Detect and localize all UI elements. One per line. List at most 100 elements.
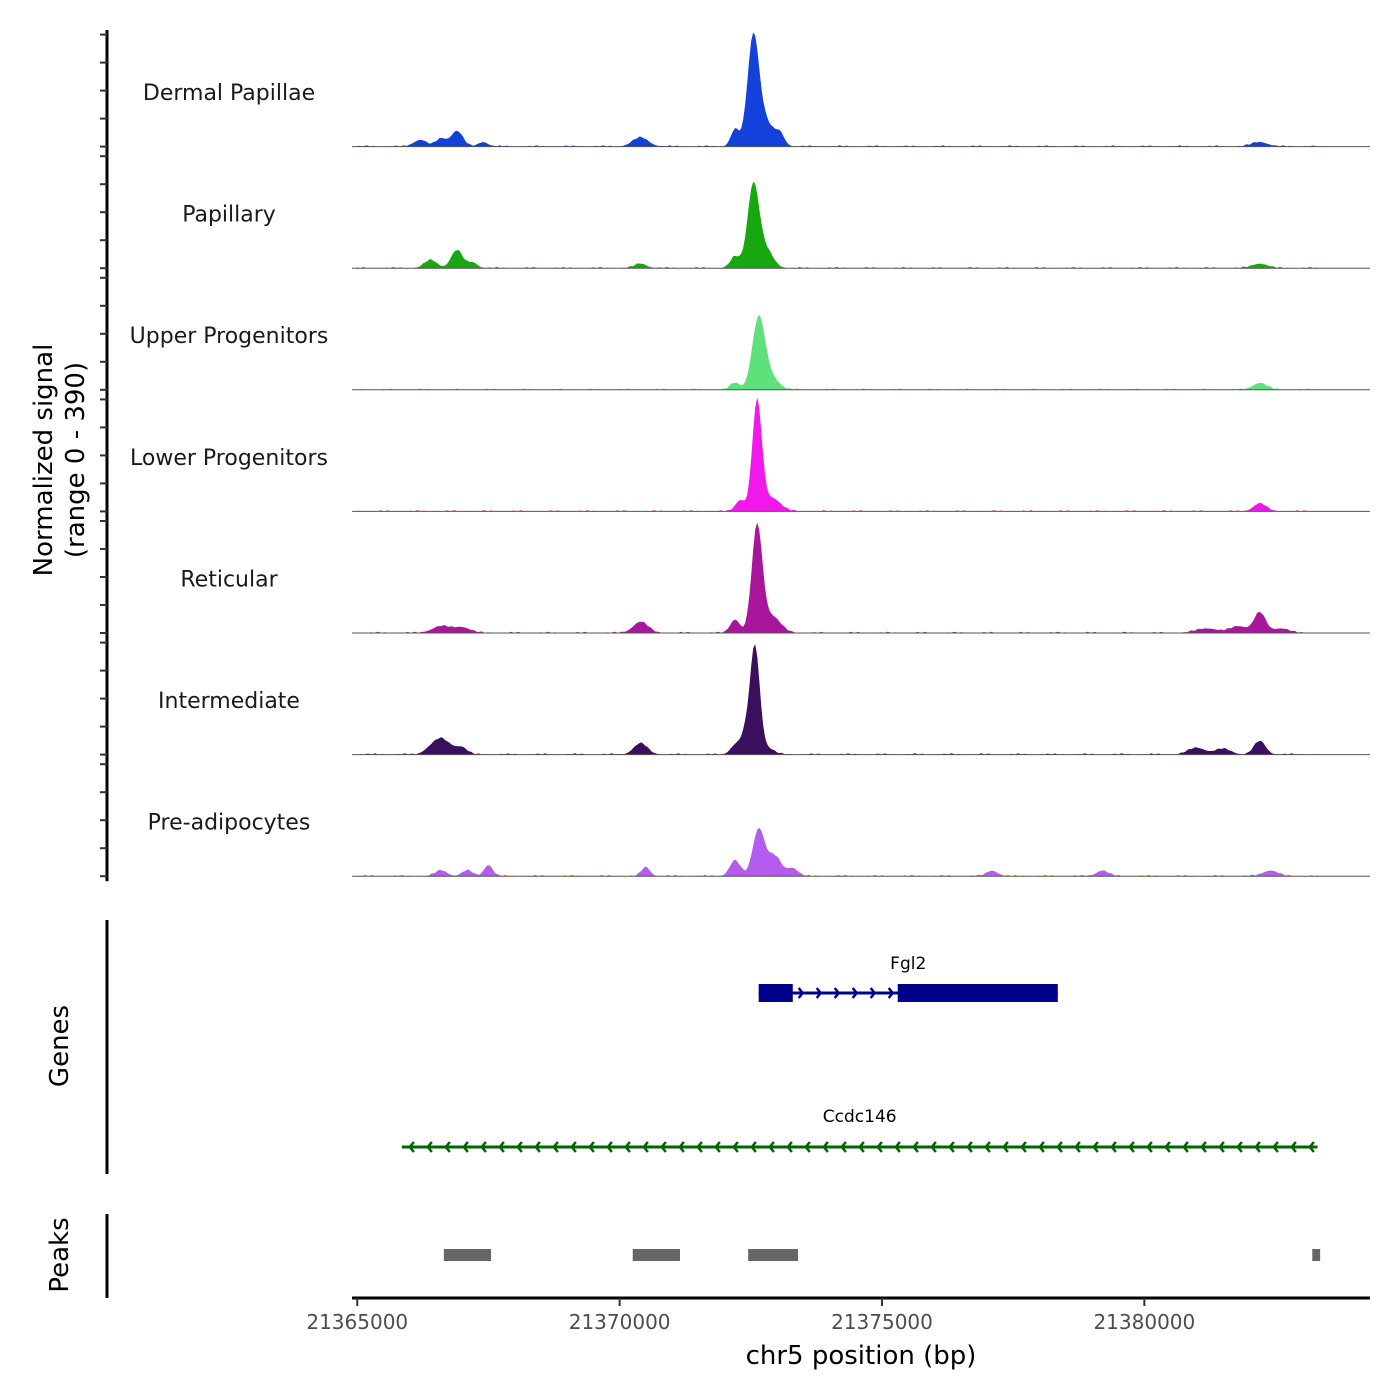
track-label-intermediate: Intermediate (158, 689, 300, 714)
track-papillary: Papillary (182, 181, 1370, 269)
strand-arrow (887, 987, 895, 999)
signal-axis-title: Normalized signal (range 0 - 390) (29, 344, 91, 577)
strand-arrow (840, 1141, 847, 1153)
strand-arrow (516, 1141, 523, 1153)
strand-arrow (570, 1141, 577, 1153)
coverage-area-lower-progenitors (357, 397, 1318, 512)
strand-arrow (1182, 1141, 1189, 1153)
genes-track: Fgl2 Ccdc146 (401, 954, 1318, 1153)
x-axis-title: chr5 position (bp) (746, 1341, 977, 1371)
strand-arrow (534, 1141, 541, 1153)
x-tick-label: 21365000 (306, 1310, 408, 1334)
track-reticular: Reticular (180, 522, 1370, 634)
strand-arrow (768, 1141, 775, 1153)
coverage-area-upper-progenitors (357, 314, 1318, 390)
strand-arrow (1092, 1141, 1099, 1153)
gene-fgl2: Fgl2 (758, 954, 1058, 1002)
strand-arrow (966, 1141, 973, 1153)
strand-arrow (1038, 1141, 1045, 1153)
peaks-track (443, 1249, 1321, 1261)
strand-arrow (444, 1141, 451, 1153)
gene-label-ccdc146: Ccdc146 (823, 1107, 897, 1127)
strand-arrow (588, 1141, 595, 1153)
strand-arrow (498, 1141, 505, 1153)
coverage-area-intermediate (357, 644, 1318, 755)
gene-ccdc146: Ccdc146 (401, 1107, 1318, 1153)
strand-arrow (984, 1141, 991, 1153)
gene-label-fgl2: Fgl2 (890, 954, 926, 974)
strand-arrow (822, 1141, 829, 1153)
y-axis-title-line2: (range 0 - 390) (61, 362, 91, 558)
x-tick-label: 21370000 (569, 1310, 671, 1334)
gene-exon (897, 984, 1058, 1002)
strand-arrow (833, 987, 841, 999)
coverage-tracks: Dermal Papillae Papillary Upper Progenitor… (130, 32, 1370, 877)
strand-arrow (624, 1141, 631, 1153)
peak-region (443, 1249, 492, 1261)
y-axis-title-line1: Normalized signal (29, 344, 59, 577)
strand-arrow (1056, 1141, 1063, 1153)
strand-arrow (714, 1141, 721, 1153)
peak-region (1312, 1249, 1321, 1261)
genes-panel-title: Genes (45, 1005, 75, 1087)
strand-arrow (732, 1141, 739, 1153)
strand-arrow (678, 1141, 685, 1153)
strand-arrow (876, 1141, 883, 1153)
strand-arrow (462, 1141, 469, 1153)
peak-region (748, 1249, 799, 1261)
x-axis: 21365000 21370000 21375000 21380000 (306, 1298, 1195, 1334)
strand-arrow (869, 987, 877, 999)
track-label-upper-progenitors: Upper Progenitors (130, 324, 329, 349)
x-tick-label: 21375000 (831, 1310, 933, 1334)
strand-arrow (1290, 1141, 1297, 1153)
track-dermal-papillae: Dermal Papillae (143, 32, 1370, 148)
coverage-area-pre-adipocytes (357, 827, 1318, 877)
track-label-lower-progenitors: Lower Progenitors (130, 446, 328, 471)
strand-arrow (1236, 1141, 1243, 1153)
strand-arrow (1254, 1141, 1261, 1153)
strand-arrow (858, 1141, 865, 1153)
track-intermediate: Intermediate (158, 644, 1370, 756)
strand-arrow (1146, 1141, 1153, 1153)
strand-arrow (750, 1141, 757, 1153)
strand-arrow (786, 1141, 793, 1153)
strand-arrow (1200, 1141, 1207, 1153)
strand-arrow (912, 1141, 919, 1153)
strand-arrow (1020, 1141, 1027, 1153)
strand-arrow (851, 987, 859, 999)
strand-arrow (948, 1141, 955, 1153)
strand-arrow (552, 1141, 559, 1153)
track-label-papillary: Papillary (182, 203, 276, 228)
strand-arrow (1272, 1141, 1279, 1153)
strand-arrow (1164, 1141, 1171, 1153)
strand-arrow (642, 1141, 649, 1153)
gene-exon (758, 984, 793, 1002)
track-label-reticular: Reticular (180, 567, 278, 592)
strand-arrow (1308, 1141, 1315, 1153)
coverage-area-papillary (357, 181, 1318, 269)
strand-arrow (606, 1141, 613, 1153)
track-pre-adipocytes: Pre-adipocytes (148, 811, 1370, 877)
strand-arrow (1074, 1141, 1081, 1153)
track-lower-progenitors: Lower Progenitors (130, 397, 1370, 512)
peak-region (632, 1249, 680, 1261)
strand-arrow (480, 1141, 487, 1153)
track-upper-progenitors: Upper Progenitors (130, 314, 1370, 391)
signal-y-axis (100, 30, 109, 882)
track-label-pre-adipocytes: Pre-adipocytes (148, 811, 311, 836)
strand-arrow (1110, 1141, 1117, 1153)
peaks-panel-title: Peaks (45, 1217, 75, 1292)
strand-arrow (1002, 1141, 1009, 1153)
coverage-area-dermal-papillae (357, 32, 1318, 147)
strand-arrow (660, 1141, 667, 1153)
strand-arrow (804, 1141, 811, 1153)
strand-arrow (408, 1141, 415, 1153)
strand-arrow (1218, 1141, 1225, 1153)
strand-arrow (815, 987, 823, 999)
strand-arrow (797, 987, 805, 999)
x-tick-label: 21380000 (1093, 1310, 1195, 1334)
coverage-area-reticular (357, 522, 1318, 633)
track-label-dermal-papillae: Dermal Papillae (143, 81, 315, 106)
strand-arrow (426, 1141, 433, 1153)
